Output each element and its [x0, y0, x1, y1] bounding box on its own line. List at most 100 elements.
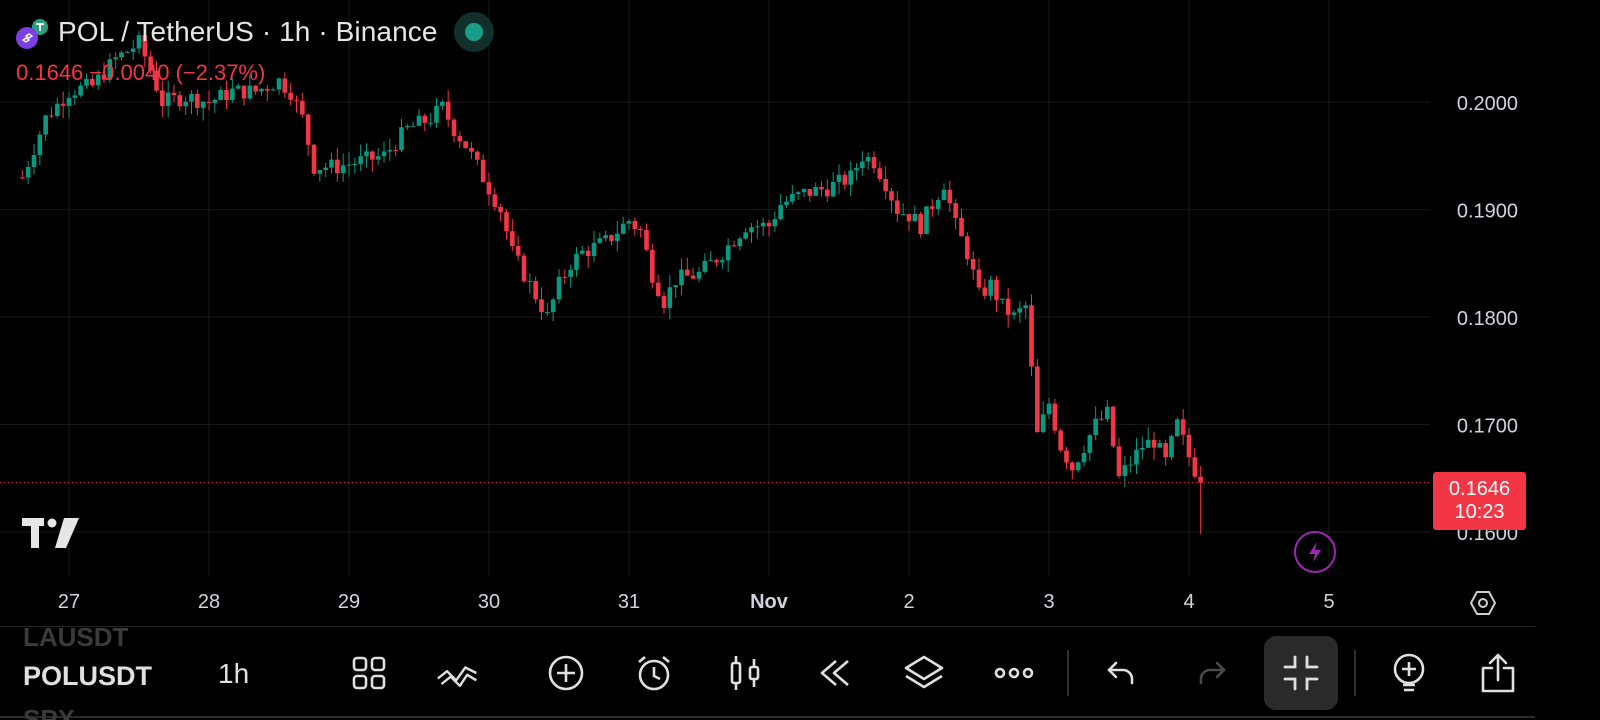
- candle-body: [790, 194, 795, 202]
- candle-body: [445, 101, 451, 120]
- chart-settings-icon[interactable]: [1465, 585, 1501, 621]
- candle-body: [1105, 406, 1110, 420]
- candle-body: [638, 228, 643, 230]
- more-icon[interactable]: [992, 651, 1036, 695]
- candle-body: [480, 159, 486, 183]
- candle-body: [393, 150, 398, 152]
- candle-body: [842, 174, 848, 185]
- candle-body: [43, 115, 48, 135]
- live-dot-icon[interactable]: [453, 12, 494, 52]
- candle-body: [871, 156, 877, 169]
- candle-type-icon[interactable]: [723, 651, 767, 695]
- candle-body: [825, 189, 830, 197]
- candle-body: [25, 166, 31, 178]
- candle-body: [200, 101, 206, 108]
- candle-body: [1087, 435, 1093, 453]
- candle-body: [766, 222, 772, 227]
- candle-body: [340, 165, 346, 174]
- symbol-next[interactable]: SPX: [23, 704, 76, 720]
- candle-body: [253, 85, 258, 92]
- add-indicator-icon[interactable]: [544, 651, 588, 695]
- grid-icon[interactable]: [347, 651, 391, 695]
- symbol-logo-icon[interactable]: [14, 15, 50, 49]
- candle-body: [772, 219, 778, 227]
- time-axis[interactable]: 27 28 29 30 31 Nov 2 3 4 5: [58, 591, 1335, 613]
- candle-body: [1122, 465, 1128, 476]
- candle-body: [673, 285, 678, 288]
- tradingview-logo-icon[interactable]: [22, 518, 80, 553]
- undo-icon[interactable]: [1099, 651, 1143, 695]
- layers-icon[interactable]: [902, 651, 946, 695]
- candle-body: [212, 99, 218, 103]
- candle-body: [329, 159, 334, 168]
- candle-body: [976, 269, 982, 288]
- candle-body: [247, 85, 253, 99]
- interval-button[interactable]: 1h: [218, 658, 250, 689]
- exit-fullscreen-icon[interactable]: [1264, 636, 1338, 710]
- candle-body: [562, 276, 568, 278]
- candle-body: [1052, 403, 1058, 431]
- candle-body: [475, 151, 480, 160]
- candle-body: [469, 148, 474, 152]
- candle-body: [31, 155, 37, 167]
- candle-body: [1116, 446, 1122, 476]
- candle-body: [1046, 403, 1052, 415]
- share-icon[interactable]: [1476, 651, 1520, 695]
- candle-body: [492, 194, 498, 207]
- candle-body: [889, 191, 894, 201]
- redo-icon[interactable]: [1190, 651, 1234, 695]
- candle-body: [988, 279, 993, 296]
- candle-body: [702, 260, 708, 272]
- candle-body: [195, 93, 200, 108]
- candle-body: [527, 280, 533, 282]
- candle-body: [895, 200, 900, 215]
- candle-body: [836, 174, 842, 182]
- candle-body: [1075, 462, 1081, 471]
- candle-body: [556, 276, 562, 300]
- candle-body: [1128, 464, 1133, 466]
- candle-body: [755, 226, 760, 228]
- candle-body: [632, 220, 638, 229]
- symbol-title[interactable]: POL / TetherUS · 1h · Binance: [58, 16, 438, 47]
- x-tick-label: 31: [618, 591, 640, 613]
- alert-clock-icon[interactable]: [632, 651, 676, 695]
- candle-body: [591, 242, 597, 257]
- candle-body: [1070, 462, 1075, 471]
- candle-body: [580, 250, 585, 254]
- candle-body: [830, 181, 836, 197]
- candle-body: [352, 164, 358, 166]
- candle-body: [1180, 419, 1186, 435]
- candle-body: [550, 299, 556, 313]
- replay-icon[interactable]: [812, 651, 856, 695]
- candle-body: [1023, 305, 1028, 309]
- candle-body: [84, 78, 89, 86]
- candle-body: [515, 245, 521, 256]
- candle-body: [1145, 439, 1151, 448]
- toolbar-divider: [0, 716, 1535, 718]
- candle-body: [148, 56, 153, 71]
- candle-body: [959, 217, 964, 237]
- flash-icon[interactable]: [1294, 531, 1336, 573]
- x-tick-label: 30: [478, 591, 500, 613]
- candle-body: [708, 260, 713, 262]
- idea-icon[interactable]: [1387, 651, 1431, 695]
- candle-body: [1011, 312, 1017, 315]
- drawing-tools-icon[interactable]: [436, 651, 480, 695]
- candle-body: [714, 260, 719, 263]
- candle-body: [1186, 434, 1192, 458]
- candle-body: [965, 236, 970, 259]
- candle-body: [206, 101, 212, 103]
- candle-body: [760, 222, 766, 227]
- candle-body: [568, 269, 573, 277]
- symbol-current[interactable]: POLUSDT: [23, 661, 153, 691]
- candle-body: [1163, 443, 1168, 458]
- candle-body: [259, 88, 264, 92]
- y-tick-label: 0.1900: [1457, 201, 1518, 223]
- candle-body: [877, 168, 883, 180]
- x-tick-label: 2: [903, 591, 914, 613]
- candle-body: [387, 150, 393, 152]
- candle-body: [189, 93, 194, 102]
- candle-body: [224, 89, 229, 100]
- symbol-prev[interactable]: LAUSDT: [23, 622, 129, 652]
